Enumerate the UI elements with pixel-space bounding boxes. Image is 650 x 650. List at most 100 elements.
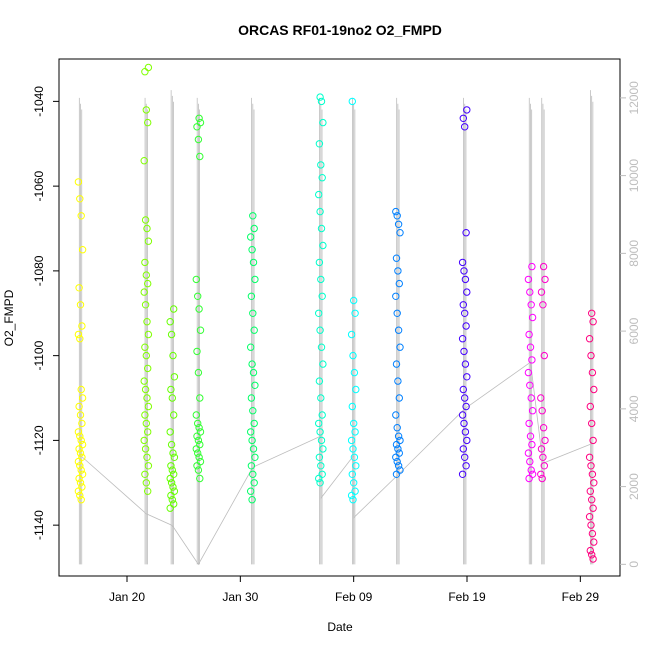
data-point bbox=[588, 419, 596, 428]
data-point bbox=[317, 224, 326, 233]
data-point bbox=[167, 440, 176, 449]
data-point bbox=[525, 474, 533, 483]
data-point bbox=[318, 292, 326, 300]
data-point bbox=[143, 394, 151, 402]
data-point bbox=[144, 462, 153, 470]
data-point bbox=[74, 330, 83, 339]
data-point bbox=[194, 292, 202, 300]
data-point bbox=[463, 106, 471, 114]
data-point bbox=[347, 436, 356, 445]
data-point bbox=[249, 212, 257, 220]
data-point bbox=[316, 93, 324, 101]
data-point bbox=[347, 491, 356, 500]
data-point bbox=[75, 284, 83, 292]
y2-tick-label: 10000 bbox=[627, 159, 641, 193]
data-point bbox=[195, 453, 203, 461]
data-point bbox=[167, 491, 175, 500]
data-point bbox=[528, 407, 537, 415]
data-point bbox=[169, 449, 177, 457]
data-point bbox=[193, 432, 201, 440]
data-point bbox=[77, 496, 85, 504]
data-point bbox=[590, 479, 598, 487]
data-point bbox=[350, 479, 358, 487]
data-point bbox=[347, 330, 356, 339]
x-axis: Jan 20 Jan 30 Feb 09 Feb 19 Feb 29 bbox=[109, 576, 599, 604]
data-point bbox=[143, 224, 151, 233]
data-point bbox=[144, 428, 152, 436]
data-point bbox=[458, 258, 467, 267]
data-point bbox=[589, 436, 597, 445]
data-point bbox=[144, 118, 152, 127]
data-point bbox=[170, 373, 179, 381]
data-point bbox=[539, 453, 547, 461]
data-point bbox=[587, 351, 595, 360]
data-point bbox=[319, 445, 327, 453]
data-point bbox=[170, 305, 178, 313]
y2-axis: 0 2000 4000 6000 8000 10000 12000 bbox=[620, 81, 641, 568]
data-point bbox=[247, 428, 255, 436]
data-point bbox=[315, 258, 324, 267]
altitude-ferry-path bbox=[80, 361, 592, 566]
data-point bbox=[142, 419, 151, 428]
data-point bbox=[538, 474, 546, 483]
data-point bbox=[350, 453, 359, 461]
data-point bbox=[141, 470, 149, 478]
data-point bbox=[250, 326, 258, 334]
data-point bbox=[247, 462, 256, 470]
data-point bbox=[590, 538, 598, 546]
data-point bbox=[76, 411, 85, 419]
data-point bbox=[141, 385, 150, 394]
data-point bbox=[526, 381, 534, 389]
data-point bbox=[537, 470, 545, 478]
data-point bbox=[528, 356, 536, 364]
y2-tick-label: 6000 bbox=[627, 317, 641, 344]
data-point bbox=[196, 152, 204, 161]
data-point bbox=[76, 479, 85, 487]
data-point bbox=[587, 462, 595, 470]
data-point bbox=[352, 462, 360, 470]
data-point bbox=[526, 343, 535, 351]
data-point bbox=[526, 288, 534, 296]
data-point bbox=[526, 432, 535, 440]
data-point bbox=[140, 377, 148, 385]
data-point bbox=[527, 466, 535, 474]
y-tick-label: -1120 bbox=[32, 425, 46, 455]
data-point bbox=[251, 381, 259, 389]
data-point bbox=[460, 419, 468, 428]
data-point bbox=[527, 394, 535, 402]
data-point bbox=[528, 313, 537, 322]
data-point bbox=[169, 351, 177, 360]
data-point bbox=[169, 483, 177, 491]
data-point bbox=[392, 360, 401, 368]
data-point bbox=[588, 529, 597, 538]
plot-frame bbox=[58, 58, 621, 577]
data-point bbox=[318, 174, 326, 182]
data-point bbox=[144, 330, 153, 339]
data-point bbox=[319, 241, 327, 250]
data-point bbox=[350, 419, 358, 428]
data-point bbox=[589, 504, 597, 512]
data-point bbox=[394, 326, 403, 334]
data-point bbox=[540, 462, 548, 470]
data-point bbox=[317, 161, 325, 169]
data-point bbox=[589, 318, 597, 326]
y2-tick-label: 8000 bbox=[627, 240, 641, 267]
data-point bbox=[396, 343, 404, 351]
data-point bbox=[541, 436, 549, 445]
data-point bbox=[193, 462, 201, 470]
data-point bbox=[394, 220, 403, 229]
data-point bbox=[461, 453, 469, 461]
data-point bbox=[315, 190, 323, 199]
data-point bbox=[140, 436, 148, 445]
data-point bbox=[526, 457, 534, 466]
data-point bbox=[144, 402, 153, 411]
chart-title: ORCAS RF01-19no2 O2_FMPD bbox=[238, 22, 442, 38]
data-point bbox=[194, 368, 203, 377]
data-point bbox=[77, 436, 85, 445]
data-point bbox=[144, 63, 153, 72]
data-point bbox=[462, 322, 470, 330]
data-point bbox=[462, 462, 470, 470]
data-point bbox=[248, 436, 256, 445]
data-point bbox=[394, 445, 402, 453]
data-point bbox=[395, 394, 403, 402]
